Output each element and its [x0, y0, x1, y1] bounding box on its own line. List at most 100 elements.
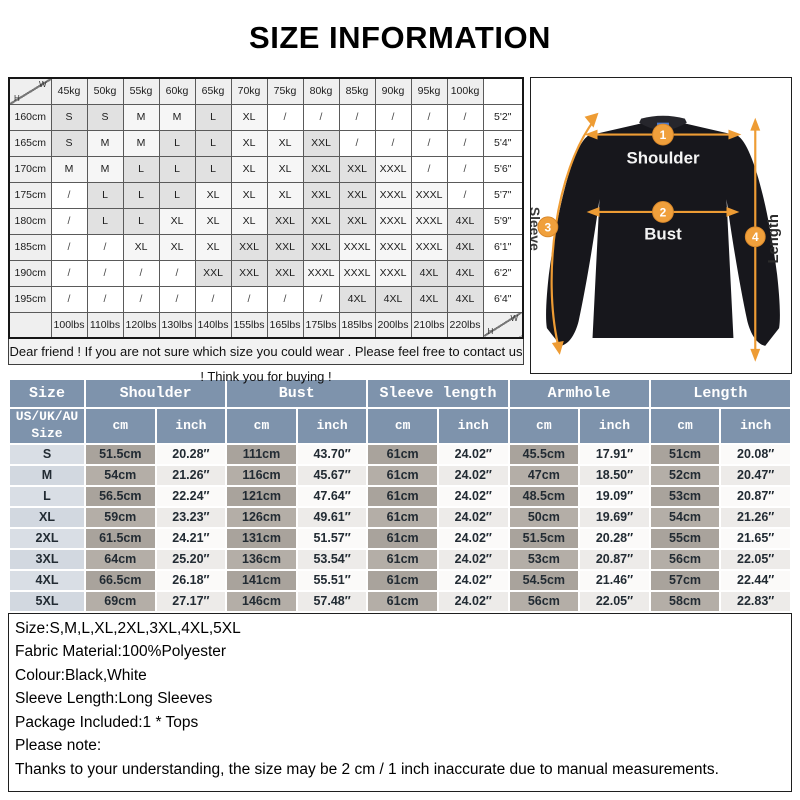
matrix-size-cell: 4XL — [338, 285, 376, 313]
matrix-size-cell: / — [266, 285, 304, 313]
cm-sub-header: cm — [650, 408, 720, 443]
matrix-size-cell: / — [86, 233, 124, 261]
shoulder-arrowhead-left — [584, 129, 598, 140]
matrix-size-cell: 4XL — [374, 285, 412, 313]
matrix-size-cell: XXL — [266, 233, 304, 261]
weight-header-cell: 75kg — [266, 77, 304, 105]
matrix-size-cell: XXXL — [338, 233, 376, 261]
feet-value-cell: 6'1" — [482, 233, 524, 261]
measure-group-header: Length — [650, 379, 790, 407]
measure-3-badge — [537, 216, 559, 238]
weight-header-cell: 70kg — [230, 77, 268, 105]
feet-header-cell — [482, 77, 524, 105]
cm-value-cell: 53cm — [650, 486, 720, 506]
inch-value-cell: 20.28″ — [580, 528, 649, 548]
cm-value-cell: 55cm — [650, 528, 720, 548]
matrix-size-cell: S — [86, 103, 124, 131]
cm-value-cell: 52cm — [650, 465, 720, 485]
size-value-cell: XL — [10, 507, 84, 527]
weight-header-cell: 90kg — [374, 77, 412, 105]
measure-1-badge — [652, 123, 674, 146]
weight-header-cell: 80kg — [302, 77, 340, 105]
cm-value-cell: 61cm — [368, 591, 437, 611]
lbs-header-cell: 210lbs — [410, 311, 448, 339]
matrix-size-cell: / — [302, 103, 340, 131]
measure-group-header: Armhole — [509, 379, 649, 407]
cm-value-cell: 47cm — [509, 465, 579, 485]
matrix-size-cell: XL — [194, 207, 232, 235]
matrix-size-cell: / — [50, 181, 88, 209]
measure-2-number: 2 — [660, 205, 667, 219]
matrix-size-cell: / — [50, 233, 88, 261]
size-value-cell: S — [10, 444, 84, 464]
inch-value-cell: 22.05″ — [580, 591, 649, 611]
matrix-size-cell: / — [410, 103, 448, 131]
inch-value-cell: 17.91″ — [580, 444, 649, 464]
inch-value-cell: 24.02″ — [438, 570, 508, 590]
inch-value-cell: 20.08″ — [721, 444, 790, 464]
lbs-header-cell: 165lbs — [266, 311, 304, 339]
lbs-header-cell: 130lbs — [158, 311, 196, 339]
lbs-header-cell: 220lbs — [446, 311, 484, 339]
matrix-size-cell: XXL — [302, 207, 340, 235]
lbs-header-cell: 185lbs — [338, 311, 376, 339]
length-arrowhead-top — [750, 117, 761, 131]
feet-value-cell: 6'4" — [482, 285, 524, 313]
size-table-row: M 54cm 21.26″ 116cm 45.67″ 61cm 24.02″ 47cm 18.5… — [10, 465, 790, 485]
inch-value-cell: 21.65″ — [721, 528, 790, 548]
feet-value-cell: 5'4" — [482, 129, 524, 157]
matrix-size-cell: S — [50, 103, 88, 131]
matrix-size-cell: / — [446, 155, 484, 183]
matrix-size-cell: XXL — [194, 259, 232, 287]
size-table-row: 4XL 66.5cm 26.18″ 141cm 55.51″ 61cm 24.02″ 54.5… — [10, 570, 790, 590]
inch-value-cell: 20.47″ — [721, 465, 790, 485]
matrix-size-cell: XXL — [230, 233, 268, 261]
inch-value-cell: 23.23″ — [156, 507, 226, 527]
weight-header-cell: 85kg — [338, 77, 376, 105]
lbs-header-cell: 100lbs — [50, 311, 88, 339]
cm-value-cell: 58cm — [650, 591, 720, 611]
cm-value-cell: 61cm — [368, 528, 437, 548]
size-table-row: XL 59cm 23.23″ 126cm 49.61″ 61cm 24.02″ 50cm 19.… — [10, 507, 790, 527]
cm-value-cell: 136cm — [227, 549, 296, 569]
matrix-size-cell: / — [410, 155, 448, 183]
lbs-header-cell: 110lbs — [86, 311, 124, 339]
shoulder-label: Shoulder — [626, 148, 699, 167]
cm-value-cell: 48.5cm — [509, 486, 579, 506]
matrix-row: 160cm S S M M L XL / / / / //5'2" — [8, 103, 524, 131]
weight-header-cell: 60kg — [158, 77, 196, 105]
height-header-cell: 190cm — [8, 259, 52, 287]
inch-value-cell: 20.87″ — [721, 486, 790, 506]
inch-value-cell: 57.48″ — [297, 591, 367, 611]
matrix-size-cell: L — [122, 181, 160, 209]
inch-value-cell: 24.02″ — [438, 549, 508, 569]
matrix-size-cell: XXL — [338, 207, 376, 235]
matrix-size-cell: M — [122, 103, 160, 131]
measure-1-number: 1 — [660, 128, 667, 142]
cm-value-cell: 69cm — [86, 591, 155, 611]
top-section: W H 45kg 50kg 55kg 60kg 65kg 70kg 75kg 80kg 85kg 90… — [8, 77, 792, 384]
matrix-size-cell: / — [50, 285, 88, 313]
inch-value-cell: 25.20″ — [156, 549, 226, 569]
matrix-size-cell: / — [446, 181, 484, 209]
matrix-size-cell: L — [194, 129, 232, 157]
measurement-diagram-panel: 1 Shoulder 2 Bust Sleeve 3 — [530, 77, 792, 374]
inch-sub-header: inch — [156, 408, 226, 443]
cm-value-cell: 51.5cm — [509, 528, 579, 548]
feet-value-cell: 5'9" — [482, 207, 524, 235]
cm-value-cell: 66.5cm — [86, 570, 155, 590]
matrix-size-cell: XXXL — [410, 207, 448, 235]
lbs-header-cell: 155lbs — [230, 311, 268, 339]
inch-sub-header: inch — [438, 408, 508, 443]
matrix-size-cell: XL — [230, 181, 268, 209]
measure-2-badge — [652, 201, 674, 223]
feet-value-cell: 5'7" — [482, 181, 524, 209]
size-table-row: S 51.5cm 20.28″ 111cm 43.70″ 61cm 24.02″ 45.5cm… — [10, 444, 790, 464]
height-weight-section: W H 45kg 50kg 55kg 60kg 65kg 70kg 75kg 80kg 85kg 90… — [8, 77, 524, 384]
matrix-size-cell: XL — [194, 233, 232, 261]
cm-value-cell: 64cm — [86, 549, 155, 569]
inch-sub-header: inch — [297, 408, 367, 443]
page-title: SIZE INFORMATION — [249, 20, 551, 55]
matrix-size-cell: / — [158, 259, 196, 287]
